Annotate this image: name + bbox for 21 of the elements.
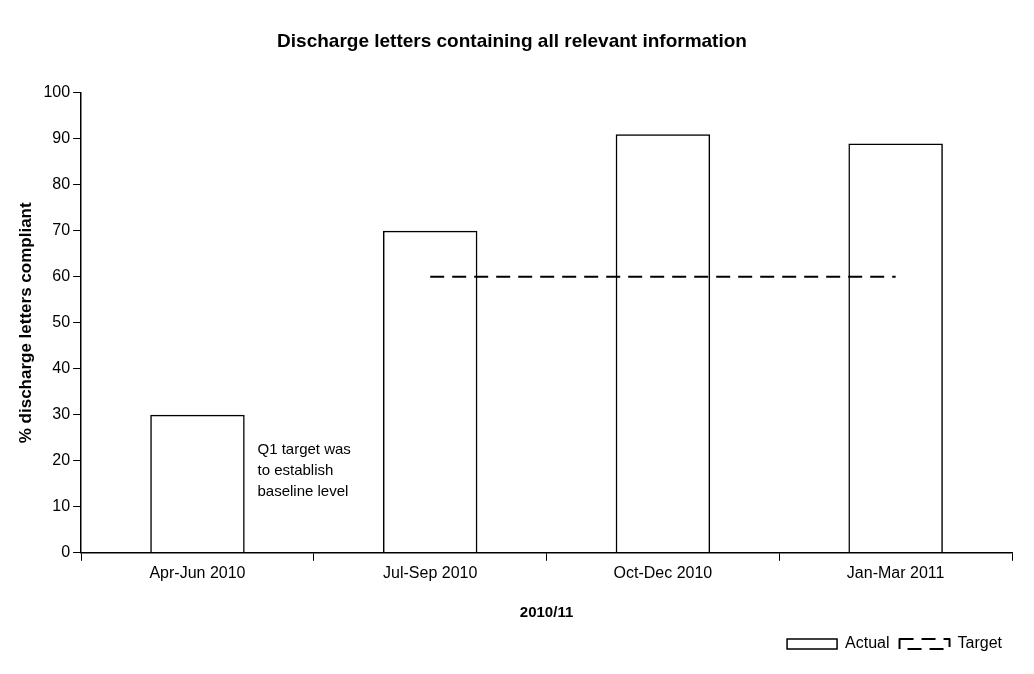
x-tick-label: Jan-Mar 2011 [846, 563, 945, 581]
legend-label: Actual [845, 634, 890, 652]
y-tick-label: 40 [52, 359, 71, 377]
y-tick-label: 100 [43, 83, 71, 101]
x-axis-title: 2010/11 [519, 603, 574, 621]
y-tick-label: 80 [52, 175, 71, 193]
y-tick-label: 30 [52, 405, 71, 423]
legend-label: Target [957, 634, 1003, 652]
x-tick-label: Oct-Dec 2010 [613, 563, 713, 581]
annotation: Q1 target was to establish baseline level [257, 440, 351, 500]
x-tick-label: Apr-Jun 2010 [149, 563, 246, 581]
y-tick-label: 50 [52, 313, 71, 331]
chart-title: Discharge letters containing all relevant information [277, 29, 747, 51]
y-axis-title: % discharge letters compliant [15, 202, 35, 444]
y-tick-label: 10 [52, 497, 71, 515]
y-tick-label: 90 [52, 129, 71, 147]
x-tick-label: Jul-Sep 2010 [383, 563, 478, 581]
y-tick-label: 0 [61, 543, 71, 561]
y-tick-label: 20 [52, 451, 71, 469]
y-tick-label: 70 [52, 221, 71, 239]
y-tick-label: 60 [52, 267, 71, 285]
